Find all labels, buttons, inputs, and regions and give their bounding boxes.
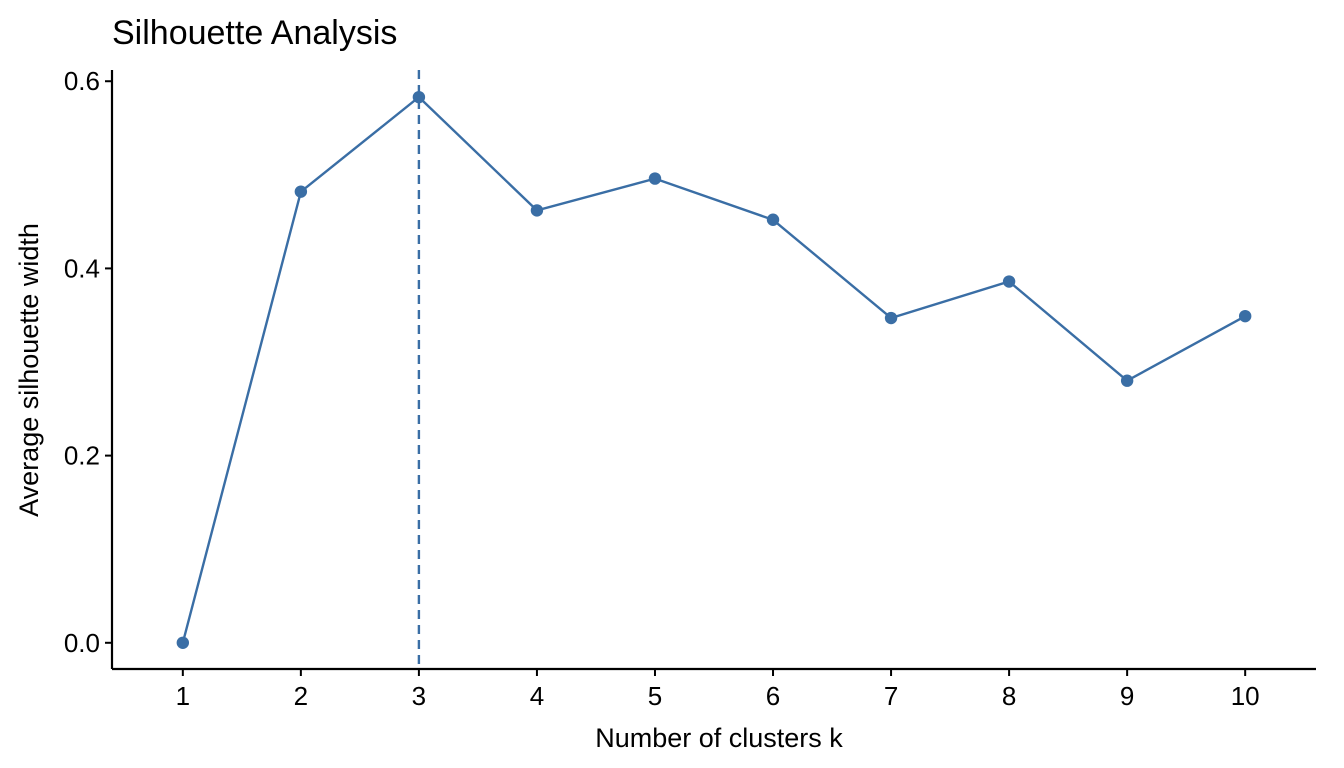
data-point [294,185,308,198]
data-point [648,172,662,185]
data-point [884,311,898,325]
x-tick-label: 9 [1120,681,1134,711]
chart-title: Silhouette Analysis [112,14,397,52]
y-tick-label: 0.6 [64,66,100,96]
data-point [412,90,426,104]
silhouette-series-line [181,95,1246,644]
y-tick-label: 0.4 [64,253,100,283]
y-tick-label: 0.0 [64,628,100,658]
data-point [766,213,780,226]
data-point [1120,374,1134,387]
y-axis-ticks: 0.0 0.2 0.4 0.6 [64,66,112,658]
y-tick-label: 0.2 [64,441,100,471]
x-tick-label: 5 [648,681,662,711]
axes [110,70,1316,671]
x-tick-label: 6 [766,681,780,711]
data-point [1238,309,1252,323]
x-tick-label: 4 [530,681,544,711]
x-axis-ticks: 1 2 3 4 5 6 7 8 9 10 [176,669,1260,711]
x-tick-label: 3 [412,681,426,711]
x-tick-label: 10 [1231,681,1260,711]
series [176,90,1252,649]
x-axis-title: Number of clusters k [595,723,843,753]
y-axis-title: Average silhouette width [14,223,44,517]
data-point [530,204,544,217]
x-tick-label: 7 [884,681,898,711]
data-point [176,636,190,649]
x-tick-label: 2 [294,681,308,711]
x-tick-label: 8 [1002,681,1016,711]
data-point [1002,275,1016,288]
x-tick-label: 1 [176,681,190,711]
